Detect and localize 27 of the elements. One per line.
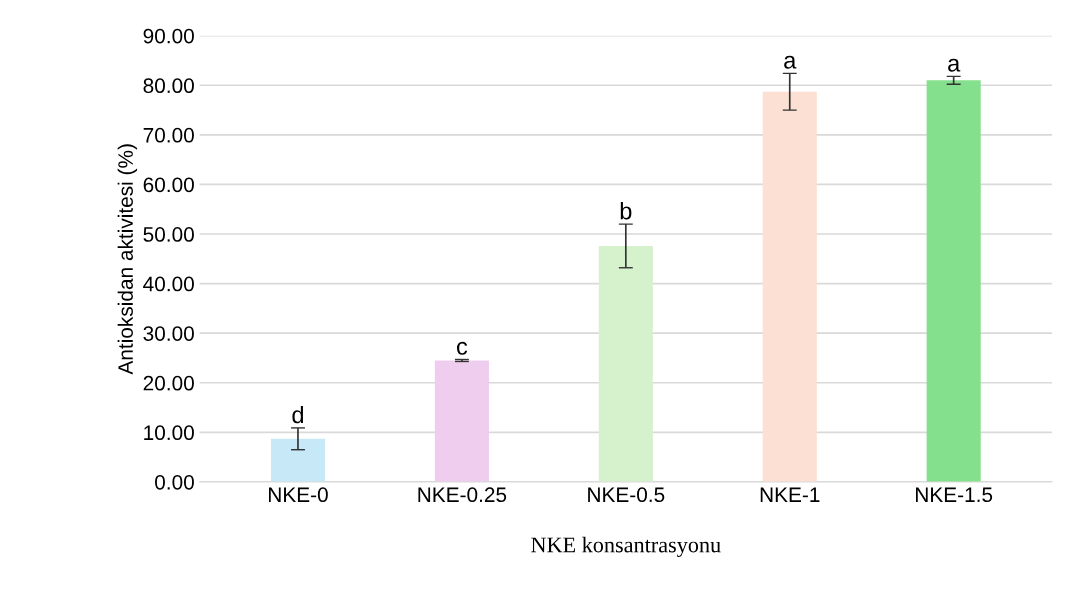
- y-tick-label: 20.00: [143, 375, 194, 391]
- annotation: a: [948, 58, 961, 72]
- y-tick-label: 0.00: [155, 474, 194, 490]
- bar: [270, 438, 326, 482]
- bar: [434, 360, 489, 482]
- y-tick-label: 60.00: [143, 177, 194, 193]
- x-tick-label: NKE-0.5: [588, 487, 665, 503]
- y-tick-label: 40.00: [143, 276, 194, 292]
- y-tick-label: 90.00: [143, 28, 194, 44]
- y-tick-label: 30.00: [143, 326, 194, 341]
- y-axis-title: Antioksidan aktivitesi (%): [117, 144, 138, 375]
- x-tick-label: NKE-1.5: [916, 487, 993, 503]
- bar: [598, 245, 653, 482]
- annotation: c: [457, 341, 468, 355]
- y-tick-label: 70.00: [143, 127, 194, 143]
- annotation: d: [292, 405, 304, 424]
- annotation: b: [620, 202, 632, 220]
- x-tick-label: NKE-1: [760, 487, 820, 502]
- y-tick-label: 80.00: [143, 78, 194, 94]
- bar: [762, 91, 817, 482]
- annotation: a: [784, 55, 797, 69]
- y-tick-label: 10.00: [144, 425, 194, 441]
- x-tick-label: NKE-0.25: [418, 487, 507, 503]
- y-tick-label: 50.00: [143, 227, 194, 242]
- x-axis-title: NKE konsantrasyonu: [531, 536, 721, 557]
- bar: [926, 80, 981, 482]
- x-tick-label: NKE-0: [269, 487, 328, 503]
